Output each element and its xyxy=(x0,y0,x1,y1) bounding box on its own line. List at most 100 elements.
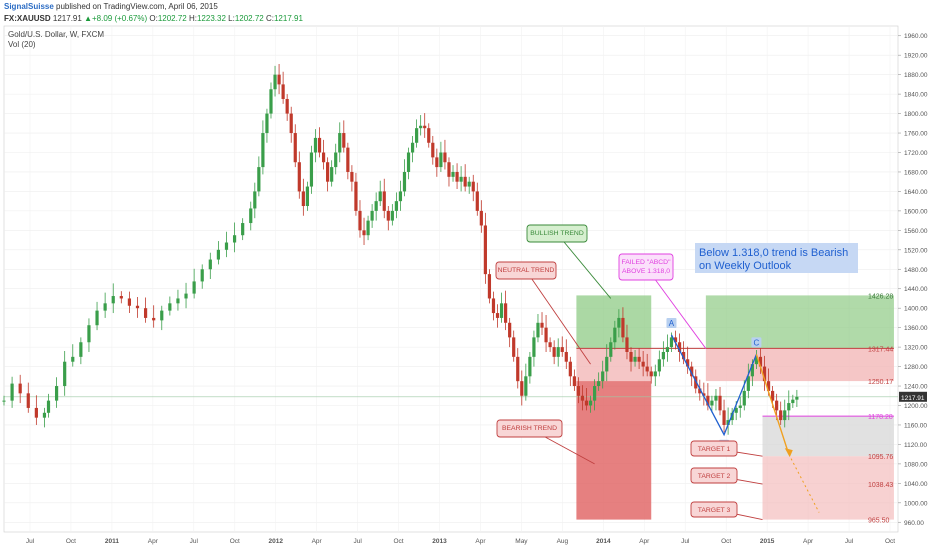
y-tick-label: 1880.00 xyxy=(904,72,928,79)
candle-body xyxy=(423,125,427,129)
target3-callout-box xyxy=(690,501,738,518)
bullish-callout-text: BULLISH TREND xyxy=(530,230,584,237)
candle-body xyxy=(192,281,196,294)
x-tick-label: May xyxy=(515,538,528,545)
candle-body xyxy=(273,74,277,90)
pattern-point-label: A xyxy=(669,319,675,328)
candle-body xyxy=(532,337,536,357)
open-label: O: xyxy=(149,14,158,23)
candle-body xyxy=(111,296,115,304)
candle-body xyxy=(354,181,358,211)
y-tick-label: 1400.00 xyxy=(904,306,928,313)
candle-body xyxy=(734,407,738,413)
x-tick-label: Apr xyxy=(803,538,814,545)
candle-body xyxy=(593,386,597,401)
candle-body xyxy=(572,376,576,387)
publisher-link[interactable]: SignalSuisse xyxy=(4,2,54,11)
candle-body xyxy=(200,269,204,282)
candle-body xyxy=(483,225,487,275)
x-tick-label: Oct xyxy=(394,538,404,545)
candle-body xyxy=(257,167,261,192)
y-tick-label: 1600.00 xyxy=(904,208,928,215)
candle-body xyxy=(410,142,415,153)
candle-body xyxy=(427,128,431,143)
candle-body xyxy=(718,395,722,411)
candle-body xyxy=(451,171,455,177)
last-price: 1217.91 xyxy=(52,14,82,23)
pattern-point-box xyxy=(666,317,677,328)
candle-body xyxy=(313,137,318,153)
y-tick-label: 1720.00 xyxy=(904,150,928,157)
y-tick-label: 1440.00 xyxy=(904,286,928,293)
y-tick-label: 960.00 xyxy=(904,520,924,527)
x-tick-label: Jul xyxy=(845,538,854,545)
candle-body xyxy=(269,89,273,114)
candle-body xyxy=(791,399,795,404)
x-tick-label: Jul xyxy=(26,538,35,545)
symbol-name[interactable]: FX:XAUUSD xyxy=(4,14,51,23)
y-tick-label: 1560.00 xyxy=(904,228,928,235)
headline-line-2: on Weekly Outlook xyxy=(699,260,792,272)
plot-frame xyxy=(3,25,899,533)
candle-body xyxy=(540,322,544,328)
candle-body xyxy=(362,230,366,236)
headline-box xyxy=(695,243,858,273)
bullish-callout-box xyxy=(526,224,588,243)
candle-body xyxy=(637,356,641,362)
candle-body xyxy=(544,327,548,343)
candle-body xyxy=(160,310,164,321)
bearish-zone-1 xyxy=(576,381,652,520)
x-tick-label: 2015 xyxy=(760,538,775,545)
candle-body xyxy=(495,313,500,318)
y-tick-label: 1200.00 xyxy=(904,403,928,410)
candle-body xyxy=(673,337,678,343)
target2-callout-box xyxy=(690,467,738,484)
candle-body xyxy=(580,395,585,401)
x-tick-label: Aug xyxy=(557,538,569,545)
target2-callout-text: TARGET 2 xyxy=(698,473,731,480)
candle-body xyxy=(560,347,564,352)
candle-body xyxy=(338,133,342,153)
candle-body xyxy=(597,381,601,387)
y-tick-label: 1360.00 xyxy=(904,325,928,332)
candle-body xyxy=(63,361,67,387)
candle-body xyxy=(576,386,581,396)
candle-body xyxy=(516,356,520,382)
candle-body xyxy=(301,191,305,207)
candle-body xyxy=(443,152,447,163)
projection-line xyxy=(755,354,790,455)
candle-body xyxy=(42,412,47,418)
x-tick-label: 2012 xyxy=(268,538,283,545)
x-tick-label: Apr xyxy=(475,538,486,545)
candle-body xyxy=(787,403,791,411)
candles xyxy=(2,63,799,435)
level-label: 1317.44 xyxy=(868,346,893,353)
candle-body xyxy=(127,298,132,306)
candle-body xyxy=(277,74,281,85)
candle-body xyxy=(645,366,649,372)
candle-body xyxy=(758,356,763,367)
candle-body xyxy=(710,400,714,406)
candle-body xyxy=(342,133,346,148)
candle-body xyxy=(46,400,51,413)
target-zone xyxy=(762,456,894,520)
candle-body xyxy=(588,400,593,406)
candle-body xyxy=(669,337,674,348)
headline-line-1: Below 1.318,0 trend is Bearish xyxy=(699,247,848,259)
candle-body xyxy=(682,351,686,360)
candle-body xyxy=(135,305,140,309)
candle-body xyxy=(71,356,75,362)
candle-body xyxy=(216,249,220,260)
candle-body xyxy=(783,410,787,421)
candle-body xyxy=(54,386,59,401)
candle-body xyxy=(698,388,702,394)
candle-body xyxy=(487,274,492,299)
trend-zones xyxy=(4,295,898,520)
level-label: 1038.43 xyxy=(868,482,893,489)
candle-body xyxy=(18,383,22,394)
failed-abcd-callout-text: ABOVE 1.318,0 xyxy=(622,268,670,275)
candle-body xyxy=(281,84,285,99)
candle-body xyxy=(520,381,524,396)
candle-body xyxy=(661,351,665,360)
